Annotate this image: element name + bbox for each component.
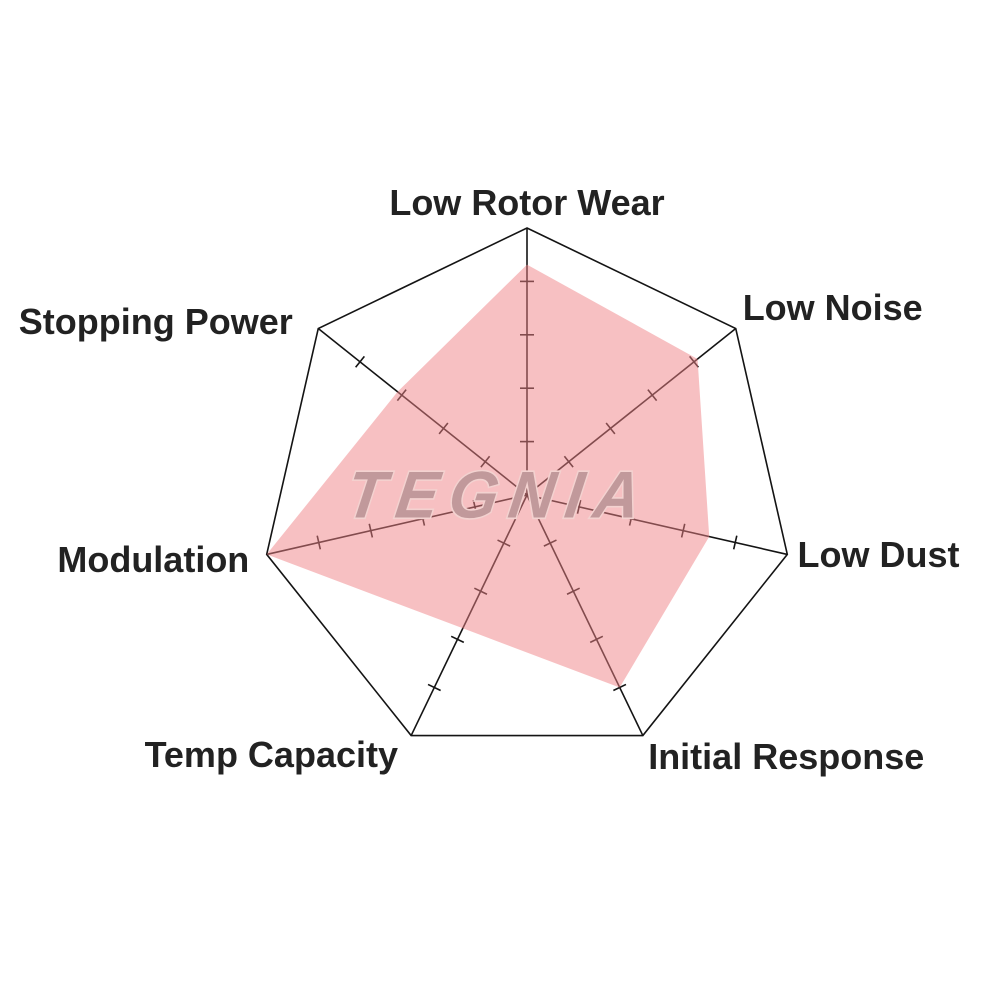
svg-text:TEGNIA: TEGNIA (342, 458, 656, 532)
